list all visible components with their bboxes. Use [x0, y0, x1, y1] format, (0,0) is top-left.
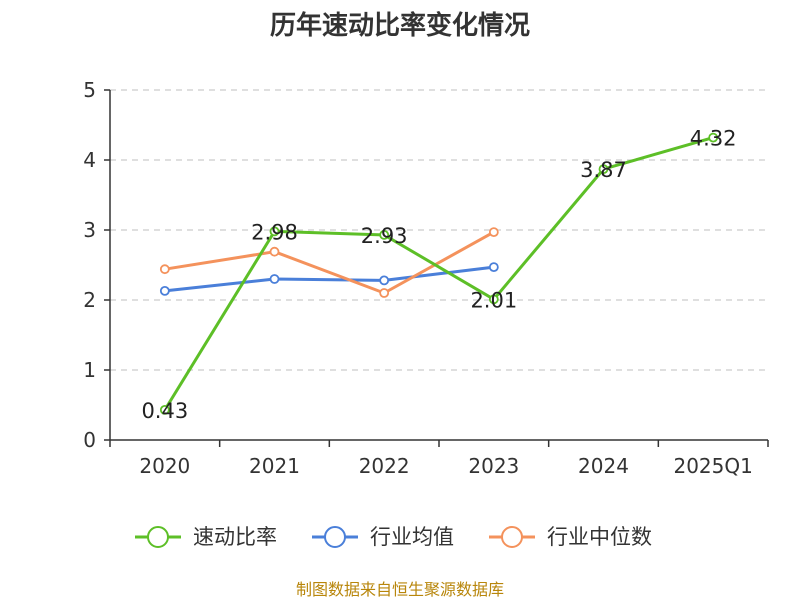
legend-marker-2	[501, 526, 523, 548]
series-1-point-0	[159, 285, 170, 296]
grid	[110, 89, 768, 371]
series-1-point-1	[269, 274, 280, 284]
series-line-1	[164, 265, 495, 293]
series-2-point-2	[379, 288, 390, 298]
legend-item-1: 行业均值	[312, 525, 454, 549]
series-0	[159, 132, 719, 415]
x-tick-label-2024: 2024	[578, 454, 629, 478]
data-label-5: 4.32	[690, 127, 737, 151]
x-tick-label-2023: 2023	[468, 454, 519, 478]
series-2-point-1	[269, 246, 280, 257]
legend-label-0: 速动比率	[193, 525, 277, 549]
x-tick-label-2020: 2020	[139, 454, 190, 478]
series-0-point-4	[598, 164, 609, 175]
series-0-point-1	[269, 226, 280, 237]
data-label-3: 2.01	[470, 288, 517, 312]
series-0-point-2	[379, 229, 390, 240]
legend-label-2: 行业中位数	[547, 525, 652, 549]
chart-title: 历年速动比率变化情况	[270, 10, 530, 41]
series-layer	[159, 132, 719, 415]
series-0-point-5	[708, 132, 719, 143]
series-0-point-3	[488, 294, 499, 305]
x-tick-label-2022: 2022	[359, 454, 410, 478]
series-0-point-0	[159, 404, 170, 415]
series-1	[159, 262, 499, 296]
y-tick-label-2: 2	[83, 288, 96, 312]
axes: 0 1 2 3 4 5 2020 2021 2022 2023 2024 2025Q1	[83, 78, 769, 478]
y-tick-label-5: 5	[83, 78, 96, 102]
series-1-point-3	[488, 262, 499, 273]
data-label-2: 2.93	[361, 224, 408, 248]
data-label-0: 0.43	[141, 399, 188, 423]
series-2-point-0	[159, 264, 170, 275]
series-1-point-2	[379, 275, 390, 286]
legend-item-2: 行业中位数	[489, 525, 652, 549]
legend-marker-0	[147, 526, 169, 548]
y-tick-label-3: 3	[83, 218, 96, 242]
series-2-point-3	[488, 227, 499, 238]
legend-marker-1	[324, 526, 346, 548]
x-tick-label-2021: 2021	[249, 454, 300, 478]
legend-item-0: 速动比率	[135, 525, 277, 549]
data-label-1: 2.98	[251, 220, 298, 244]
source-note: 制图数据来自恒生聚源数据库	[296, 580, 504, 599]
legend-label-1: 行业均值	[370, 525, 454, 549]
y-tick-label-0: 0	[83, 428, 96, 452]
series-line-2	[164, 230, 495, 295]
data-label-4: 3.87	[580, 158, 627, 182]
y-tick-label-1: 1	[83, 358, 96, 382]
data-labels: 0.43 2.98 2.93 2.01 3.87 4.32	[141, 127, 736, 423]
series-line-0	[163, 136, 714, 411]
x-tick-label-2025Q1: 2025Q1	[673, 454, 752, 478]
y-tick-label-4: 4	[83, 148, 96, 172]
series-2	[159, 227, 499, 298]
legend: 速动比率 行业均值 行业中位数	[135, 525, 652, 549]
